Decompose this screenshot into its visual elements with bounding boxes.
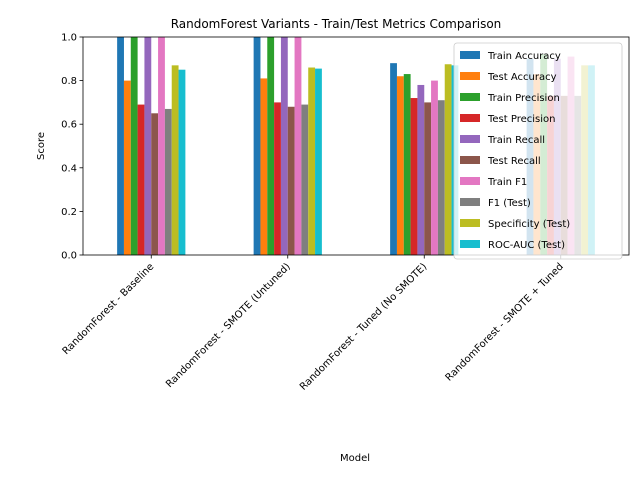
legend-swatch: [460, 135, 480, 143]
bar: [151, 113, 159, 255]
bar: [437, 100, 445, 255]
legend-label: Train F1: [487, 177, 527, 188]
legend-box: [453, 42, 623, 260]
legend-swatch: [460, 240, 480, 248]
bar: [417, 84, 425, 256]
legend-swatch: [460, 51, 480, 59]
legend-label: ROC-AUC (Test): [488, 240, 565, 251]
bar: [396, 76, 404, 256]
bar: [403, 74, 411, 255]
legend-swatch: [460, 219, 480, 227]
bar: [301, 104, 309, 255]
x-axis-label: Model: [340, 453, 370, 464]
x-tick-label: RandomForest - Tuned (No SMOTE): [298, 261, 429, 392]
bar: [137, 104, 145, 255]
bar: [171, 65, 179, 255]
bar: [424, 102, 432, 256]
y-tick-label: 0.4: [61, 163, 77, 174]
legend-label: Train Precision: [487, 93, 560, 104]
legend-label: Test Precision: [487, 114, 556, 125]
legend-label: Train Recall: [487, 135, 545, 146]
bar: [390, 63, 397, 255]
legend-swatch: [460, 198, 480, 206]
x-tick-label: RandomForest - Baseline: [61, 261, 157, 357]
bar: [294, 37, 302, 255]
x-tick-label: RandomForest - SMOTE (Untuned): [164, 261, 293, 390]
legend-swatch: [460, 177, 480, 185]
bar: [178, 69, 186, 255]
legend-label: Test Accuracy: [487, 72, 557, 83]
bar: [315, 68, 322, 255]
legend-swatch: [460, 114, 480, 122]
bar: [431, 80, 438, 255]
bar: [117, 37, 124, 255]
bar: [260, 78, 268, 255]
y-axis-label: Score: [36, 132, 47, 160]
bar: [144, 37, 152, 255]
legend-label: Test Recall: [487, 156, 541, 167]
legend-swatch: [460, 93, 480, 101]
bar: [164, 108, 172, 255]
y-tick-label: 0.0: [61, 251, 77, 262]
bar: [287, 106, 295, 255]
bar: [274, 102, 281, 256]
bar: [280, 37, 288, 255]
y-tick-label: 0.6: [61, 120, 77, 131]
x-tick-label: RandomForest - SMOTE + Tuned: [444, 261, 566, 383]
bar: [267, 37, 275, 255]
bar: [444, 64, 452, 255]
bar: [308, 67, 316, 256]
y-tick-label: 0.8: [61, 76, 77, 87]
legend-label: Specificity (Test): [488, 219, 570, 230]
legend-label: Train Accuracy: [487, 51, 561, 62]
chart-title: RandomForest Variants - Train/Test Metri…: [171, 17, 502, 31]
legend-label: F1 (Test): [488, 198, 531, 209]
bar: [130, 37, 138, 255]
y-tick-label: 1.0: [61, 33, 77, 44]
legend: Train Accuracy Test Accuracy Train Precisi…: [453, 42, 623, 260]
bar: [123, 80, 131, 255]
bar: [410, 98, 418, 255]
legend-swatch: [460, 156, 480, 164]
bar: [253, 37, 261, 255]
bar: [158, 37, 165, 255]
legend-swatch: [460, 72, 480, 80]
y-tick-label: 0.2: [61, 207, 77, 218]
plot-frame: [82, 36, 630, 256]
